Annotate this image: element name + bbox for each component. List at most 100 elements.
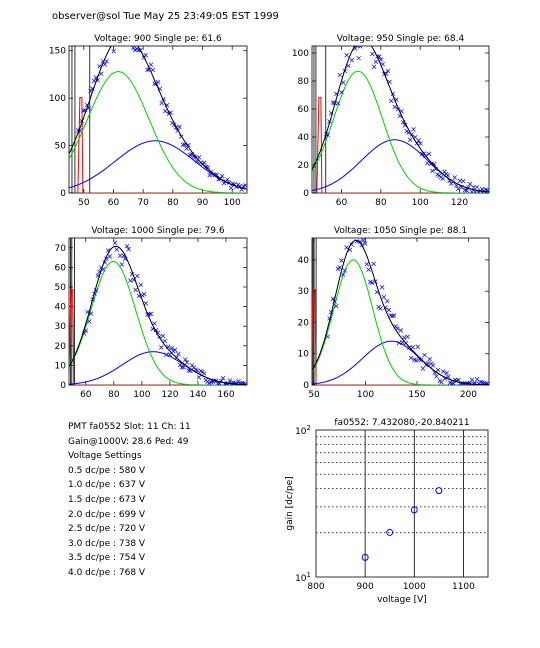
data-point [112,240,118,245]
data-point [122,23,126,27]
data-point [138,282,143,288]
y-tick-label: 0 [303,381,309,391]
data-point [354,46,360,48]
data-point [159,100,164,106]
data-point [183,357,188,362]
data-point [344,53,349,58]
voltage-setting-row: 4.0 dc/pe : 768 V [68,567,146,578]
axes-frame [311,45,490,194]
data-point [168,110,173,116]
data-point [371,261,376,267]
data-point [433,166,439,172]
y-tick-exponent: 1 [307,571,311,579]
data-point [408,355,414,361]
data-point [124,244,130,249]
plot-area [69,238,247,385]
data-point [141,291,147,297]
data-point [124,24,128,28]
gain-panel-title: fa0552: 7.432080,-20.840211 [334,418,469,428]
data-point [462,187,468,193]
data-point [418,141,423,146]
y-tick-label: 102 [295,424,311,437]
data-point [337,72,343,78]
data-point [439,380,444,385]
y-tick-base: 10 [295,427,307,437]
data-point [236,378,241,384]
data-point [201,371,207,376]
x-tick-label: 1100 [452,582,475,592]
data-point [425,161,430,166]
x-tick-label: 200 [460,390,477,400]
data-point [452,175,457,180]
data-point [356,55,361,61]
data-point [104,58,109,64]
data-point [371,64,377,69]
y-tick-label: 10 [55,361,67,371]
data-point [415,344,421,349]
panel-title: Voltage: 1050 Single pe: 88.1 [334,226,467,236]
y-tick-label: 60 [55,263,67,273]
data-point [207,173,212,178]
data-point [440,369,446,374]
data-point [362,241,368,246]
axes-frame [68,45,248,194]
data-point [135,273,140,279]
data-point [87,319,92,324]
data-point [413,358,419,363]
data-point [220,376,226,381]
data-point [344,245,349,250]
data-point [351,220,355,224]
data-point [357,239,363,244]
data-point [119,262,125,267]
data-point [442,376,448,381]
x-tick-label: 150 [408,390,425,400]
x-tick-label: 100 [357,390,374,400]
y-tick-label: 70 [55,244,67,254]
voltage-settings-title: Voltage Settings [68,451,142,462]
header-title: observer@sol Tue May 25 23:49:05 EST 199… [52,11,279,22]
x-tick-label: 120 [451,198,468,208]
y-tick-label: 150 [49,47,66,57]
data-point [402,122,408,128]
spectrum-panel: Voltage: 900 Single pe: 61.6 50 60 70 80 90 10… [49,23,248,208]
y-tick-label: 10 [298,350,310,360]
data-point [366,267,371,272]
gain-data-point [410,506,418,514]
pmt-info-panel: PMT fa0552 Slot: 11 Ch: 11 Gain@1000V: 2… [68,420,191,581]
gain-line: Gain@1000V: 28.6 Ped: 49 [68,436,189,447]
x-tick-label: 160 [217,390,234,400]
data-point [176,351,181,357]
x-tick-label: 80 [108,390,120,400]
voltage-setting-row: 3.0 dc/pe : 738 V [68,538,146,549]
y-axis-label: gain [dc/pe] [285,476,295,530]
data-point [219,173,225,179]
total-fit-curve [69,46,247,190]
data-point [469,377,475,383]
x-tick-label: 80 [167,198,179,208]
voltage-setting-row: 1.5 dc/pe : 673 V [68,494,146,505]
data-point [365,22,369,26]
data-point [186,142,191,148]
data-point [391,313,397,318]
axes-frame [311,237,490,386]
data-point [430,168,435,174]
y-tick-label: 0 [303,189,309,199]
voltage-setting-row: 0.5 dc/pe : 580 V [68,465,146,476]
data-point [370,51,375,57]
y-tick-label: 60 [298,105,310,115]
data-point [379,284,385,290]
x-tick-label: 100 [224,198,241,208]
data-point [467,181,473,187]
single-pe-fit-curve [69,261,247,385]
data-point [342,268,348,273]
data-point [392,104,397,110]
data-point [169,345,174,351]
data-point [107,254,113,259]
data-point [130,46,136,51]
data-point [335,101,341,106]
data-point [334,303,339,309]
y-tick-label: 40 [298,256,310,266]
data-point [177,362,183,368]
data-point [162,338,167,344]
x-tick-label: 120 [161,390,178,400]
